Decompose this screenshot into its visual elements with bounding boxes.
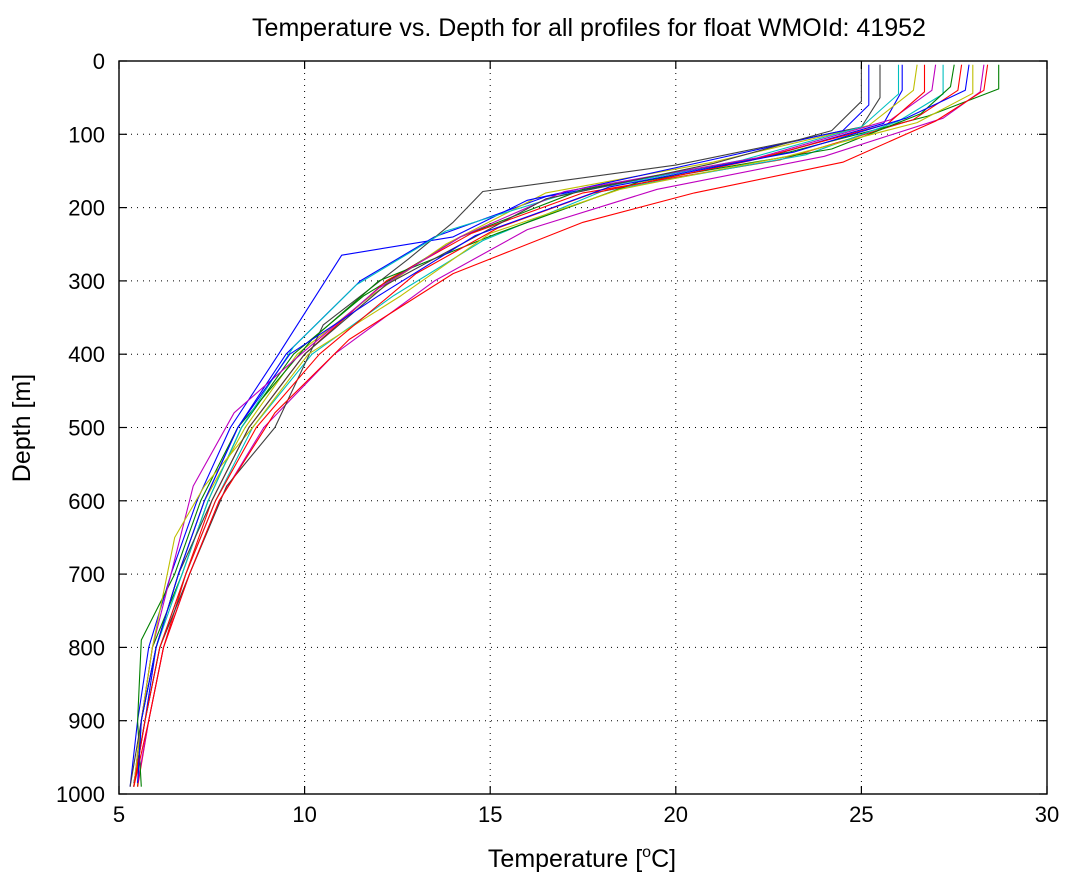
y-tick-label: 800 xyxy=(68,635,105,660)
profile-line-1 xyxy=(133,64,903,787)
x-tick-label: 15 xyxy=(478,802,502,827)
y-tick-labels: 0 100 200 300 400 500 600 700 800 900 1000 xyxy=(56,49,105,807)
x-tick-label: 30 xyxy=(1035,802,1059,827)
x-axis-label-superscript: o xyxy=(642,844,651,861)
y-tick-label: 700 xyxy=(68,562,105,587)
profile-line-8 xyxy=(129,64,870,787)
profile-line-13 xyxy=(133,64,974,787)
y-tick-label: 200 xyxy=(68,196,105,221)
x-tick-label: 10 xyxy=(292,802,316,827)
series-group xyxy=(129,64,1000,787)
profile-line-15 xyxy=(133,64,926,787)
x-axis-label-suffix: C] xyxy=(651,845,676,873)
ticks xyxy=(118,60,1048,795)
x-tick-label: 25 xyxy=(849,802,873,827)
x-tick-label: 20 xyxy=(664,802,688,827)
y-tick-label: 1000 xyxy=(56,782,105,807)
y-tick-label: 600 xyxy=(68,489,105,514)
grid xyxy=(119,61,1047,794)
profile-line-7 xyxy=(133,64,881,784)
x-axis-label-prefix: Temperature [ xyxy=(488,845,642,873)
y-tick-label: 300 xyxy=(68,269,105,294)
y-tick-label: 0 xyxy=(93,49,105,74)
y-tick-label: 500 xyxy=(68,416,105,441)
x-axis-label: Temperature [oC] xyxy=(488,844,676,873)
chart-title: Temperature vs. Depth for all profiles f… xyxy=(252,14,926,42)
profile-line-16 xyxy=(137,64,970,784)
profile-line-11 xyxy=(133,64,900,787)
profile-line-10 xyxy=(133,64,989,787)
y-tick-label: 100 xyxy=(68,122,105,147)
profile-line-9 xyxy=(137,64,955,787)
profile-line-5 xyxy=(137,64,985,784)
y-tick-label: 900 xyxy=(68,709,105,734)
plot-frame xyxy=(118,60,1048,795)
y-axis-label: Depth [m] xyxy=(8,374,36,482)
profile-line-6 xyxy=(133,64,918,787)
x-tick-labels: 5 10 15 20 25 30 xyxy=(113,802,1059,827)
profile-line-3 xyxy=(137,64,963,787)
y-tick-label: 400 xyxy=(68,342,105,367)
x-tick-label: 5 xyxy=(113,802,125,827)
